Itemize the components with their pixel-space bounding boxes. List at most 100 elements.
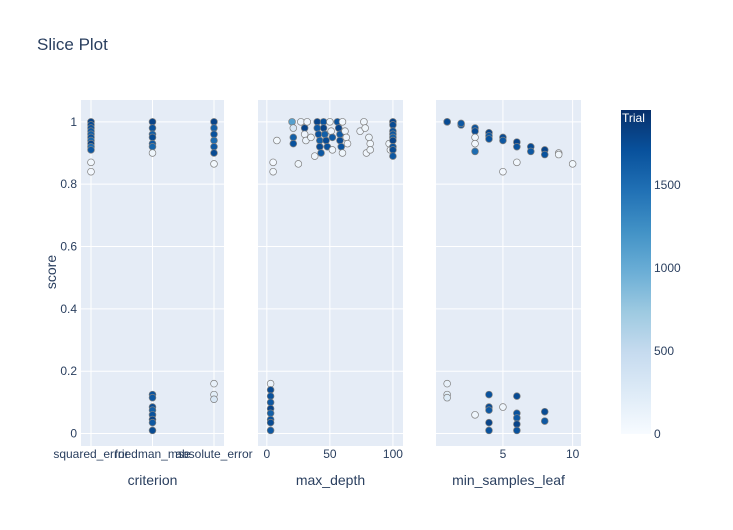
data-point (499, 403, 507, 411)
data-point (443, 118, 451, 126)
data-point (527, 147, 535, 156)
data-point (266, 379, 275, 388)
data-point (210, 143, 218, 151)
data-point (297, 118, 305, 126)
data-point (289, 133, 298, 142)
data-point (334, 124, 343, 132)
data-point (87, 167, 95, 176)
x-axis-title-2: max_depth (296, 472, 365, 488)
data-point (319, 124, 328, 132)
data-point (485, 390, 493, 399)
data-point (269, 158, 277, 167)
data-point (540, 150, 549, 159)
data-point (148, 133, 157, 142)
data-point (210, 379, 218, 388)
data-point (148, 393, 157, 402)
data-point (266, 392, 275, 400)
data-point (360, 118, 368, 126)
data-point (457, 119, 465, 128)
data-point (289, 139, 298, 148)
data-point (210, 118, 218, 126)
x-tick-label: squared_error (53, 447, 128, 461)
data-point (148, 118, 157, 126)
data-point (485, 135, 493, 143)
plot-area-2 (258, 100, 403, 446)
data-point (148, 418, 157, 427)
colorbar: Trial 0 500 1000 1500 (621, 110, 681, 441)
data-point (471, 139, 479, 148)
colorbar-gradient (621, 110, 651, 434)
data-point (568, 160, 577, 168)
panels-layer: 0 0.2 0.4 0.6 0.8 1 squared_errorfriedman_msea… (53, 100, 581, 488)
data-point (288, 118, 296, 126)
data-point (389, 146, 397, 154)
data-point (471, 147, 479, 156)
data-point (389, 152, 397, 160)
data-point (310, 152, 319, 160)
data-point (513, 143, 521, 151)
data-point (485, 406, 493, 414)
data-point (471, 411, 479, 419)
data-point (499, 167, 507, 176)
data-point (540, 407, 549, 416)
x-tick-label: 5 (500, 447, 507, 461)
data-point (485, 418, 493, 427)
x-axis-title-3: min_samples_leaf (452, 472, 565, 488)
colorbar-ticks: 0 500 1000 1500 (654, 178, 681, 441)
data-point (87, 146, 95, 154)
data-point (337, 143, 345, 151)
y-tick-label: 0.8 (60, 177, 77, 191)
data-point (316, 143, 324, 151)
data-point (87, 158, 95, 167)
y-tick-label: 0.4 (60, 302, 77, 316)
data-point (326, 118, 334, 126)
data-point (300, 124, 309, 132)
data-point (210, 136, 218, 145)
y-tick-label: 1 (70, 115, 77, 129)
y-tick-label: 0.6 (60, 240, 77, 254)
x-tick-label: 100 (383, 447, 403, 461)
data-point (499, 136, 507, 145)
colorbar-tick-label: 0 (654, 427, 661, 441)
x-tick-label: absolute_error (175, 447, 252, 461)
data-point (389, 121, 397, 129)
colorbar-tick-label: 1500 (654, 178, 681, 192)
data-point (313, 118, 322, 126)
data-point (269, 167, 277, 176)
data-point (471, 127, 479, 135)
data-point (148, 426, 157, 435)
data-point (365, 133, 373, 142)
data-point (342, 133, 351, 142)
data-point (210, 395, 218, 403)
data-point (366, 139, 374, 148)
data-point (210, 160, 218, 168)
y-axis-title: score (43, 255, 59, 289)
data-point (327, 127, 335, 135)
y-tick-label: 0.2 (60, 364, 77, 378)
data-point (341, 127, 349, 135)
data-point (389, 136, 397, 145)
data-point (210, 130, 218, 139)
data-point (307, 133, 315, 142)
colorbar-tick-label: 1000 (654, 261, 681, 275)
data-point (300, 130, 309, 139)
data-point (343, 139, 352, 148)
data-point (266, 426, 275, 435)
data-point (513, 414, 521, 422)
data-point (316, 136, 324, 145)
x-axis-title-1: criterion (128, 472, 178, 488)
data-point (336, 136, 344, 145)
data-point (266, 398, 275, 407)
data-point (289, 124, 298, 132)
data-point (513, 426, 521, 435)
data-point (210, 124, 218, 132)
colorbar-title: Trial (622, 111, 645, 125)
chart-title: Slice Plot (37, 35, 108, 54)
data-point (314, 130, 323, 139)
data-point (366, 146, 374, 154)
data-point (554, 150, 563, 159)
data-point (513, 158, 521, 167)
data-point (266, 386, 275, 394)
data-point (443, 379, 451, 388)
